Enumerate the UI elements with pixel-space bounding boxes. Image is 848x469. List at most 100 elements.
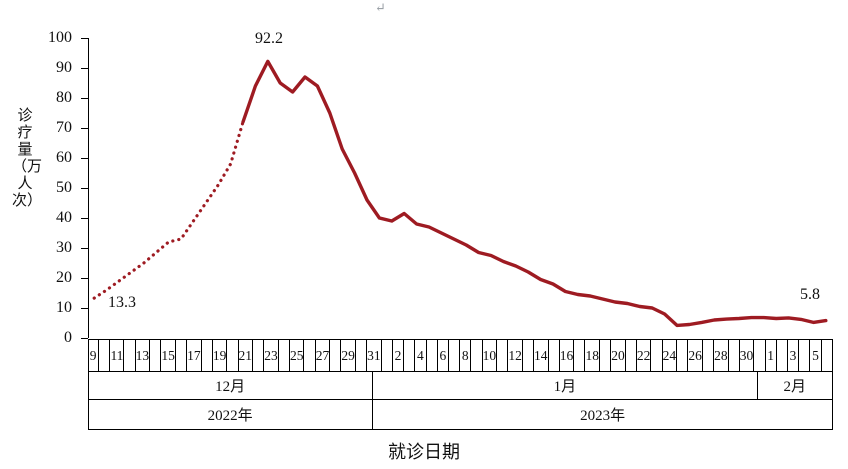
x-axis-day-label: 29: [341, 340, 356, 371]
y-axis-tick-label: 80: [56, 89, 72, 106]
annotation-end-value: 5.8: [800, 286, 820, 303]
x-axis-day-cell: [382, 340, 393, 371]
x-axis-day-label: 30: [740, 340, 755, 371]
x-axis-day-cell: [471, 340, 483, 371]
x-axis-day-cell: [497, 340, 509, 371]
x-axis-day-label: 26: [688, 340, 703, 371]
axis-table-right-border: [832, 339, 833, 430]
y-axis-tick: [81, 38, 88, 39]
paragraph-mark-icon: ↵: [375, 0, 386, 15]
y-axis-title: 诊疗量（万人次）: [12, 108, 43, 209]
y-axis-tick-label: 0: [64, 329, 72, 346]
x-axis-month-label: 1月: [373, 372, 758, 399]
x-axis-day-label: 19: [213, 340, 228, 371]
x-axis-day-label: 27: [316, 340, 331, 371]
x-axis-day-cell: [124, 340, 136, 371]
x-axis-day-label: 8: [460, 340, 472, 371]
y-axis-tick: [81, 98, 88, 99]
x-axis-day-label: 3: [788, 340, 800, 371]
x-axis-day-cell: [427, 340, 438, 371]
series-dotted-segment: [92, 120, 245, 300]
y-axis-tick-label: 10: [56, 299, 72, 316]
x-axis-day-label: 21: [239, 340, 254, 371]
y-axis-tick: [81, 248, 88, 249]
y-axis-tick: [81, 128, 88, 129]
x-axis-day-label: 24: [663, 340, 678, 371]
x-axis-day-cell: [202, 340, 213, 371]
x-axis-day-cell: [304, 340, 316, 371]
y-axis-tick: [81, 68, 88, 69]
x-axis-day-label: 16: [560, 340, 575, 371]
y-axis-tick: [81, 308, 88, 309]
y-axis-line: [88, 38, 89, 338]
x-axis-day-cell: [651, 340, 663, 371]
x-axis-month-label: 12月: [88, 372, 374, 399]
x-axis-day-label: 10: [483, 340, 498, 371]
x-axis-day-label: 9: [88, 340, 100, 371]
x-axis-day-cell: [150, 340, 162, 371]
y-axis-tick-label: 90: [56, 59, 72, 76]
x-axis-day-cell: [677, 340, 689, 371]
x-axis-day-cell: [523, 340, 535, 371]
x-axis-day-label: 31: [367, 340, 382, 371]
x-axis-day-label: 2: [393, 340, 405, 371]
x-axis-day-cell: [253, 340, 265, 371]
x-axis-day-cell: [799, 340, 811, 371]
y-axis-tick-label: 50: [56, 179, 72, 196]
x-axis-day-label: 12: [508, 340, 523, 371]
x-axis-day-cell: [777, 340, 788, 371]
annotation-peak-value: 92.2: [255, 30, 283, 47]
y-axis-tick: [81, 218, 88, 219]
x-axis-day-label: 14: [534, 340, 549, 371]
x-axis-day-label: 6: [438, 340, 449, 371]
x-axis-day-label: 13: [136, 340, 151, 371]
x-axis-title: 就诊日期: [388, 442, 460, 462]
x-axis-day-label: 25: [290, 340, 305, 371]
x-axis-day-cell: [822, 340, 832, 371]
x-axis-day-label: 5: [810, 340, 822, 371]
x-axis-day-label: 28: [714, 340, 729, 371]
y-axis-tick-label: 20: [56, 269, 72, 286]
y-axis-tick: [81, 158, 88, 159]
y-axis-tick: [81, 338, 88, 339]
x-axis-year-label: 2023年: [580, 408, 626, 424]
y-axis-tick: [81, 188, 88, 189]
x-axis-day-cell: [449, 340, 461, 371]
x-axis-month-label: 2月: [783, 379, 807, 395]
x-axis-day-cell: [729, 340, 740, 371]
axis-table-left-border: [88, 339, 89, 430]
x-axis-day-label: 22: [637, 340, 652, 371]
x-axis-day-label: 11: [110, 340, 125, 371]
x-axis-day-cell: [99, 340, 111, 371]
y-axis-tick-label: 100: [48, 29, 72, 46]
x-axis-day-cell: [176, 340, 188, 371]
y-axis-tick: [81, 278, 88, 279]
x-axis-day-label: 23: [264, 340, 279, 371]
series-solid-segment: [241, 59, 828, 328]
x-axis-day-label: 18: [585, 340, 600, 371]
x-axis-month-band: 12月 1月 2月: [88, 372, 832, 400]
y-axis-tick-label: 40: [56, 209, 72, 226]
y-axis-tick-label: 60: [56, 149, 72, 166]
y-axis-tick-label: 70: [56, 119, 72, 136]
annotation-start-value: 13.3: [108, 294, 136, 311]
x-axis-day-band: 9 11 13 15 17 19 21 23 25 27 29 31 2 4 6 8 10 12 14 16 18 20 2…: [88, 339, 832, 372]
x-axis-year-band: 2022年 2023年: [88, 400, 832, 430]
x-axis-year-label: 2022年: [88, 400, 374, 429]
x-axis-day-label: 15: [161, 340, 176, 371]
x-axis-day-cell: [227, 340, 239, 371]
x-axis-day-label: 20: [611, 340, 626, 371]
x-axis-day-label: 4: [415, 340, 427, 371]
x-axis-day-cell: [279, 340, 290, 371]
y-axis-tick-label: 30: [56, 239, 72, 256]
x-axis-day-cell: [703, 340, 715, 371]
x-axis-day-cell: [404, 340, 416, 371]
x-axis-day-cell: [626, 340, 637, 371]
x-axis-day-cell: [600, 340, 612, 371]
x-axis-day-cell: [549, 340, 560, 371]
x-axis-day-cell: [356, 340, 368, 371]
x-axis-day-cell: [754, 340, 766, 371]
x-axis-day-label: 17: [187, 340, 202, 371]
x-axis-day-cell: [330, 340, 342, 371]
